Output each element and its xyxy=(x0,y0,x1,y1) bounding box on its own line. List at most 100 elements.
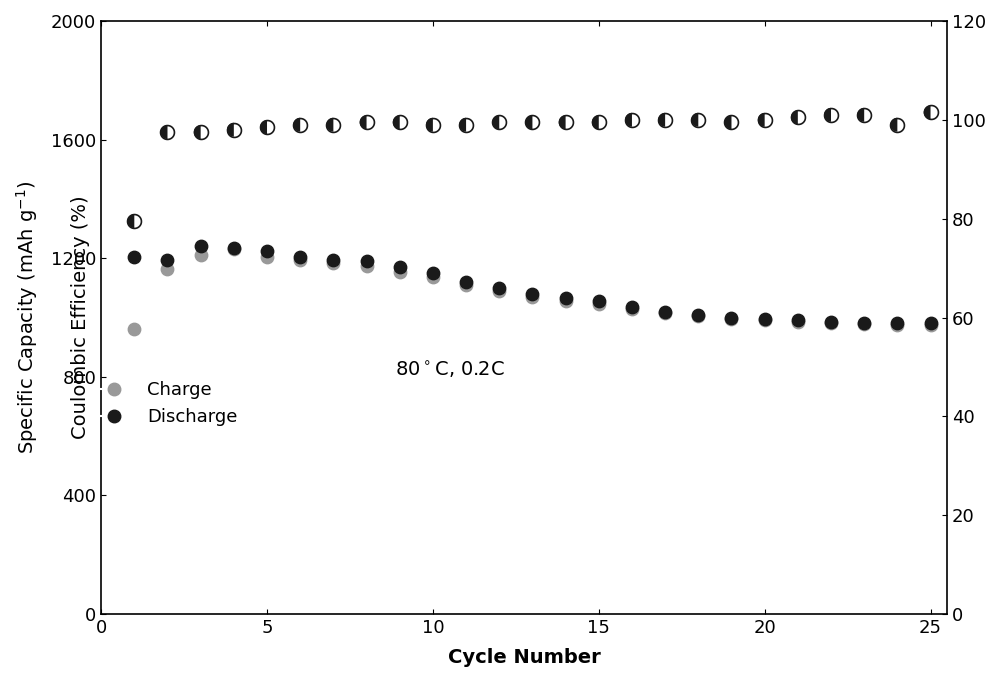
Discharge xyxy=(558,293,574,304)
Charge xyxy=(591,299,607,310)
Point xyxy=(292,119,308,130)
Point xyxy=(425,119,441,130)
Charge xyxy=(657,308,673,319)
Point xyxy=(923,107,939,118)
Discharge xyxy=(524,288,540,299)
Point xyxy=(126,216,142,227)
Point xyxy=(259,122,275,133)
Charge xyxy=(226,244,242,255)
Charge xyxy=(723,313,739,324)
Point xyxy=(723,116,739,127)
Discharge xyxy=(591,296,607,306)
Discharge xyxy=(126,251,142,262)
X-axis label: Cycle Number: Cycle Number xyxy=(448,648,601,667)
Discharge xyxy=(657,306,673,317)
Point xyxy=(757,114,773,125)
Discharge xyxy=(491,283,507,294)
Point xyxy=(823,110,839,121)
Point xyxy=(923,107,939,118)
Charge xyxy=(193,250,209,261)
Point xyxy=(856,110,872,121)
Charge xyxy=(524,291,540,302)
Point xyxy=(392,116,408,127)
Discharge xyxy=(757,313,773,324)
Discharge xyxy=(159,254,175,265)
Point xyxy=(757,114,773,125)
Discharge xyxy=(259,245,275,256)
Point xyxy=(790,112,806,123)
Point xyxy=(425,119,441,130)
Point xyxy=(591,116,607,127)
Point xyxy=(325,119,341,130)
Discharge xyxy=(923,318,939,329)
Point xyxy=(690,114,706,125)
Point xyxy=(889,119,905,130)
Point xyxy=(790,112,806,123)
Point xyxy=(856,110,872,121)
Point xyxy=(292,119,308,130)
Point xyxy=(723,116,739,127)
Charge xyxy=(126,324,142,335)
Charge xyxy=(690,311,706,321)
Charge xyxy=(491,285,507,296)
Point xyxy=(259,122,275,133)
Point xyxy=(690,114,706,125)
Text: 80$^\circ$C, 0.2C: 80$^\circ$C, 0.2C xyxy=(395,360,504,381)
Point xyxy=(591,116,607,127)
Discharge xyxy=(193,241,209,252)
Point xyxy=(524,116,540,127)
Discharge xyxy=(325,254,341,265)
Charge xyxy=(425,272,441,283)
Y-axis label: Specific Capacity (mAh g$^{-1}$): Specific Capacity (mAh g$^{-1}$) xyxy=(14,181,40,454)
Discharge xyxy=(392,262,408,272)
Discharge xyxy=(790,315,806,326)
Point xyxy=(193,127,209,138)
Discharge xyxy=(723,312,739,323)
Point xyxy=(359,116,375,127)
Point xyxy=(657,114,673,125)
Discharge xyxy=(889,318,905,329)
Point xyxy=(226,124,242,135)
Charge xyxy=(325,257,341,268)
Point xyxy=(889,119,905,130)
Point xyxy=(491,116,507,127)
Charge xyxy=(624,303,640,314)
Discharge xyxy=(690,309,706,320)
Point xyxy=(392,116,408,127)
Charge xyxy=(790,317,806,328)
Point xyxy=(359,116,375,127)
Point xyxy=(126,216,142,227)
Point xyxy=(624,114,640,125)
Discharge xyxy=(359,255,375,266)
Point xyxy=(226,124,242,135)
Point xyxy=(325,119,341,130)
Y-axis label: Coulombic Efficiency (%): Coulombic Efficiency (%) xyxy=(71,195,90,439)
Discharge xyxy=(823,317,839,328)
Point xyxy=(193,127,209,138)
Point xyxy=(624,114,640,125)
Charge xyxy=(558,296,574,306)
Charge xyxy=(923,319,939,330)
Discharge xyxy=(292,251,308,262)
Point xyxy=(458,119,474,130)
Charge xyxy=(757,315,773,326)
Point xyxy=(159,127,175,138)
Charge xyxy=(359,260,375,271)
Discharge xyxy=(425,268,441,279)
Discharge xyxy=(624,302,640,313)
Legend: Charge, Discharge: Charge, Discharge xyxy=(89,374,244,434)
Charge xyxy=(292,254,308,265)
Point xyxy=(558,116,574,127)
Charge xyxy=(823,318,839,329)
Point xyxy=(159,127,175,138)
Discharge xyxy=(458,276,474,287)
Point xyxy=(558,116,574,127)
Charge xyxy=(392,266,408,277)
Point xyxy=(823,110,839,121)
Charge xyxy=(889,319,905,330)
Charge xyxy=(259,251,275,262)
Point xyxy=(491,116,507,127)
Point xyxy=(524,116,540,127)
Charge xyxy=(159,263,175,274)
Discharge xyxy=(856,317,872,328)
